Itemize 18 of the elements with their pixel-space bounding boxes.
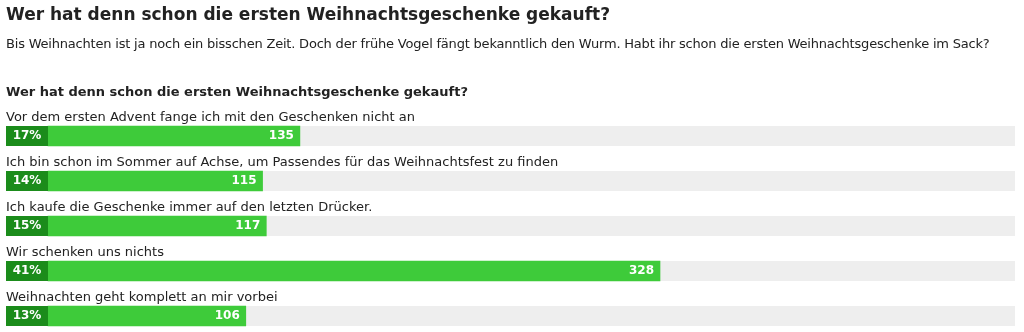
data-label: 115 — [231, 173, 257, 188]
y-tick-label: Ich kaufe die Geschenke immer auf den letzten Drücker. — [6, 199, 373, 214]
data-label: 106 — [214, 308, 240, 323]
y-tick-label: Ich bin schon im Sommer auf Achse, um Passendes für das Weihnachtsfest zu finden — [6, 154, 559, 169]
y-tick-label: Vor dem ersten Advent fange ich mit den Geschenken nicht an — [6, 109, 416, 124]
chart-subtitle: Bis Weihnachten ist ja noch ein bisschen Zeit. Doch der frühe Vogel fängt bekanntlich den Wurm. Habt ihr schon die ersten Weihnachtsgeschenke im Sack? — [6, 36, 990, 51]
y-tick-label: Weihnachten geht komplett an mir vorbei — [6, 289, 278, 304]
data-label: 117 — [235, 218, 261, 233]
annotation: 14% — [12, 173, 42, 188]
annotation: 17% — [12, 128, 42, 143]
data-label: 328 — [628, 263, 654, 278]
data-label: 135 — [268, 128, 294, 143]
text: Wer hat denn schon die ersten Weihnachtsgeschenke gekauft? — [6, 84, 468, 99]
annotation: 15% — [12, 218, 42, 233]
annotation: 13% — [12, 308, 42, 323]
chart-title: Wer hat denn schon die ersten Weihnachtsgeschenke gekauft? — [6, 4, 611, 24]
annotation: 41% — [12, 263, 42, 278]
y-tick-label: Wir schenken uns nichts — [6, 244, 165, 259]
